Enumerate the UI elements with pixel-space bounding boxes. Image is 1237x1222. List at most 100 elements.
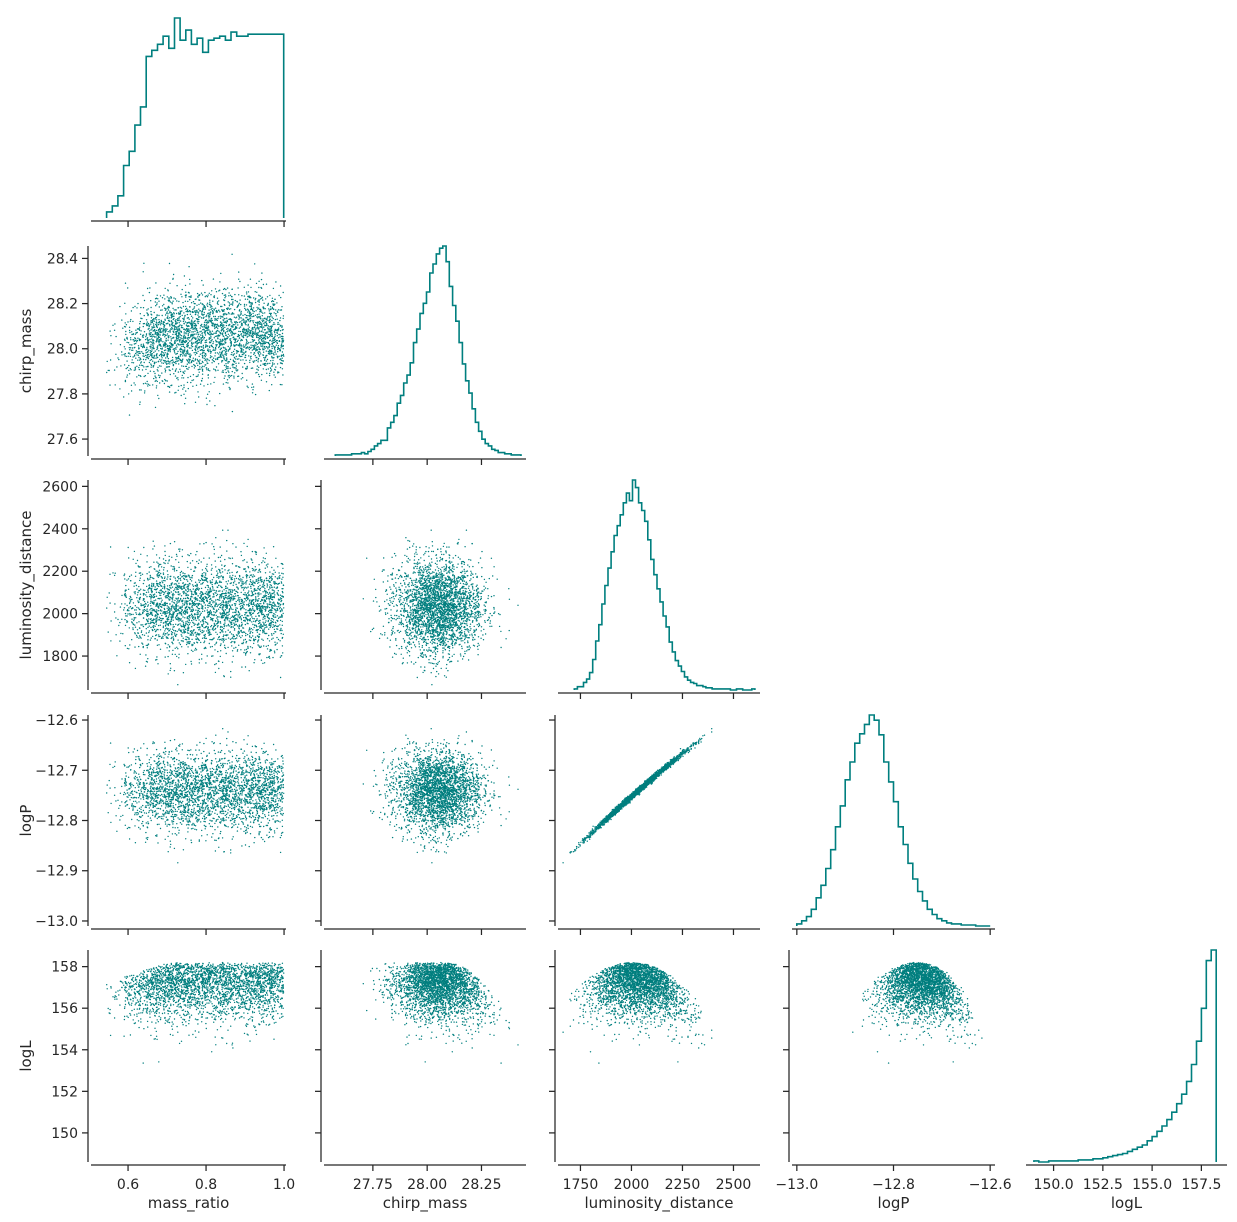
sample-point	[130, 319, 131, 320]
sample-point	[178, 332, 179, 333]
sample-point	[152, 327, 153, 328]
sample-point	[282, 336, 283, 337]
sample-point	[265, 308, 266, 309]
sample-point	[220, 614, 221, 615]
sample-point	[145, 336, 146, 337]
y-tick-label: 27.8	[47, 387, 78, 403]
sample-point	[137, 560, 138, 561]
sample-point	[241, 618, 242, 619]
sample-point	[188, 322, 189, 323]
sample-point	[224, 305, 225, 306]
sample-point	[275, 622, 276, 623]
sample-point	[211, 318, 212, 319]
sample-point	[202, 374, 203, 375]
sample-point	[217, 330, 218, 331]
sample-point	[142, 365, 143, 366]
sample-point	[248, 320, 249, 321]
sample-point	[255, 310, 256, 311]
sample-point	[270, 351, 271, 352]
sample-point	[213, 349, 214, 350]
sample-point	[227, 587, 228, 588]
sample-point	[216, 341, 217, 342]
sample-point	[262, 348, 263, 349]
sample-point	[269, 607, 270, 608]
y-tick-label: 28.0	[47, 342, 78, 358]
sample-point	[215, 560, 216, 561]
sample-point	[272, 599, 273, 600]
sample-point	[237, 625, 238, 626]
sample-point	[155, 380, 156, 381]
sample-point	[152, 384, 153, 385]
sample-point	[167, 603, 168, 604]
sample-point	[214, 326, 215, 327]
sample-point	[190, 311, 191, 312]
sample-point	[174, 325, 175, 326]
sample-point	[189, 306, 190, 307]
sample-point	[210, 591, 211, 592]
sample-point	[209, 629, 210, 630]
sample-point	[258, 335, 259, 336]
sample-point	[226, 349, 227, 350]
sample-point	[261, 374, 262, 375]
sample-point	[237, 324, 238, 325]
sample-point	[240, 304, 241, 305]
sample-point	[164, 609, 165, 610]
sample-point	[247, 296, 248, 297]
sample-point	[229, 389, 230, 390]
sample-point	[262, 318, 263, 319]
sample-point	[165, 349, 166, 350]
sample-point	[109, 592, 110, 593]
sample-point	[260, 343, 261, 344]
sample-point	[232, 411, 233, 412]
sample-point	[141, 365, 142, 366]
sample-point	[238, 318, 239, 319]
sample-point	[264, 358, 265, 359]
sample-point	[236, 370, 237, 371]
sample-point	[184, 604, 185, 605]
sample-point	[164, 361, 165, 362]
sample-point	[281, 614, 282, 615]
sample-point	[183, 638, 184, 639]
sample-point	[169, 370, 170, 371]
sample-point	[169, 263, 170, 264]
sample-point	[220, 546, 221, 547]
sample-point	[194, 624, 195, 625]
sample-point	[269, 350, 270, 351]
sample-point	[182, 626, 183, 627]
sample-point	[277, 592, 278, 593]
sample-point	[195, 313, 196, 314]
sample-point	[176, 353, 177, 354]
sample-point	[198, 295, 199, 296]
sample-point	[281, 610, 282, 611]
sample-point	[253, 322, 254, 323]
sample-point	[114, 603, 115, 604]
sample-point	[253, 610, 254, 611]
sample-point	[256, 347, 257, 348]
sample-point	[231, 596, 232, 597]
sample-point	[283, 345, 284, 346]
sample-point	[226, 612, 227, 613]
sample-point	[136, 609, 137, 610]
sample-point	[182, 556, 183, 557]
sample-point	[183, 629, 184, 630]
sample-point	[152, 343, 153, 344]
sample-point	[135, 605, 136, 606]
sample-point	[139, 369, 140, 370]
sample-point	[159, 605, 160, 606]
sample-point	[136, 354, 137, 355]
sample-point	[146, 592, 147, 593]
sample-point	[207, 628, 208, 629]
sample-point	[229, 572, 230, 573]
sample-point	[176, 300, 177, 301]
sample-point	[187, 364, 188, 365]
sample-point	[141, 642, 142, 643]
sample-point	[207, 328, 208, 329]
sample-point	[167, 345, 168, 346]
sample-point	[283, 292, 284, 293]
sample-point	[245, 323, 246, 324]
sample-point	[270, 306, 271, 307]
sample-point	[176, 346, 177, 347]
sample-point	[212, 301, 213, 302]
sample-point	[159, 359, 160, 360]
sample-point	[163, 605, 164, 606]
